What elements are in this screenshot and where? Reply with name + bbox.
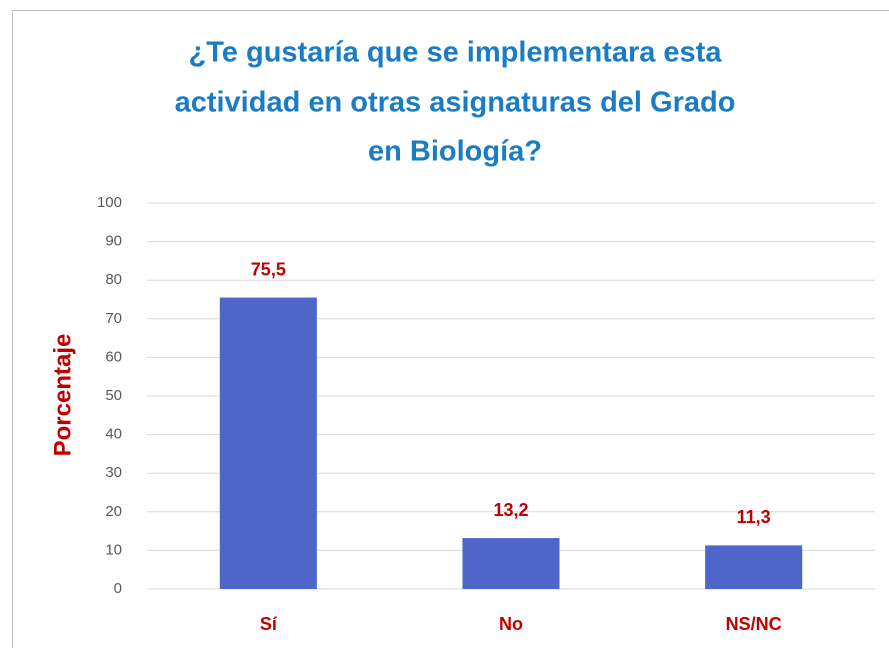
bar	[705, 545, 803, 589]
y-tick-label: 0	[114, 580, 122, 597]
chart-title: en Biología?	[368, 136, 542, 168]
y-tick-label: 100	[97, 194, 122, 211]
chart-title: ¿Te gustaría que se implementara esta	[189, 37, 723, 69]
y-tick-label: 70	[105, 310, 122, 327]
bar	[462, 538, 560, 589]
data-label: 11,3	[737, 507, 771, 527]
y-tick-label: 40	[105, 426, 122, 443]
bar	[219, 297, 317, 589]
y-tick-label: 90	[105, 233, 122, 250]
y-tick-label: 80	[105, 271, 122, 288]
data-label: 13,2	[493, 500, 528, 520]
x-tick-label: NS/NC	[726, 614, 782, 634]
y-tick-label: 10	[105, 541, 122, 558]
y-tick-label: 30	[105, 464, 122, 481]
y-tick-label: 60	[105, 348, 122, 365]
data-label: 75,5	[251, 259, 286, 279]
y-axis-label: Porcentaje	[49, 334, 76, 457]
chart-border	[12, 10, 889, 648]
x-tick-label: No	[499, 614, 523, 634]
chart-title: actividad en otras asignaturas del Grado	[175, 87, 736, 119]
y-tick-label: 50	[105, 387, 122, 404]
y-tick-label: 20	[105, 503, 122, 520]
x-tick-label: Sí	[260, 614, 278, 634]
